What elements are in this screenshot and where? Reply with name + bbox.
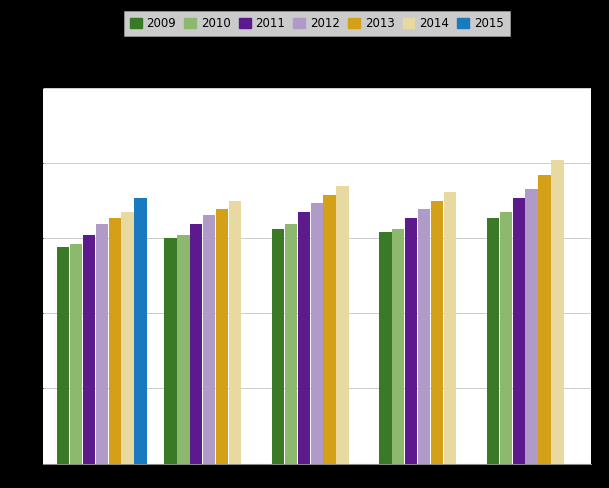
Bar: [70, 244, 82, 464]
Bar: [500, 212, 512, 464]
Bar: [538, 175, 551, 464]
Bar: [229, 201, 241, 464]
Bar: [108, 218, 121, 464]
Bar: [83, 235, 95, 464]
Bar: [285, 224, 297, 464]
Bar: [418, 209, 431, 464]
Bar: [392, 229, 404, 464]
Bar: [526, 189, 538, 464]
Bar: [551, 160, 563, 464]
Bar: [405, 218, 417, 464]
Bar: [216, 209, 228, 464]
Bar: [96, 224, 108, 464]
Bar: [203, 215, 216, 464]
Legend: 2009, 2010, 2011, 2012, 2013, 2014, 2015: 2009, 2010, 2011, 2012, 2013, 2014, 2015: [124, 11, 510, 36]
Bar: [311, 203, 323, 464]
Bar: [379, 232, 392, 464]
Bar: [57, 247, 69, 464]
Bar: [164, 238, 177, 464]
Bar: [444, 192, 456, 464]
Bar: [121, 212, 133, 464]
Bar: [323, 195, 336, 464]
Bar: [487, 218, 499, 464]
Bar: [272, 229, 284, 464]
Bar: [135, 198, 147, 464]
Bar: [298, 212, 310, 464]
Bar: [336, 186, 348, 464]
Bar: [431, 201, 443, 464]
Bar: [177, 235, 189, 464]
Bar: [513, 198, 525, 464]
Bar: [190, 224, 202, 464]
